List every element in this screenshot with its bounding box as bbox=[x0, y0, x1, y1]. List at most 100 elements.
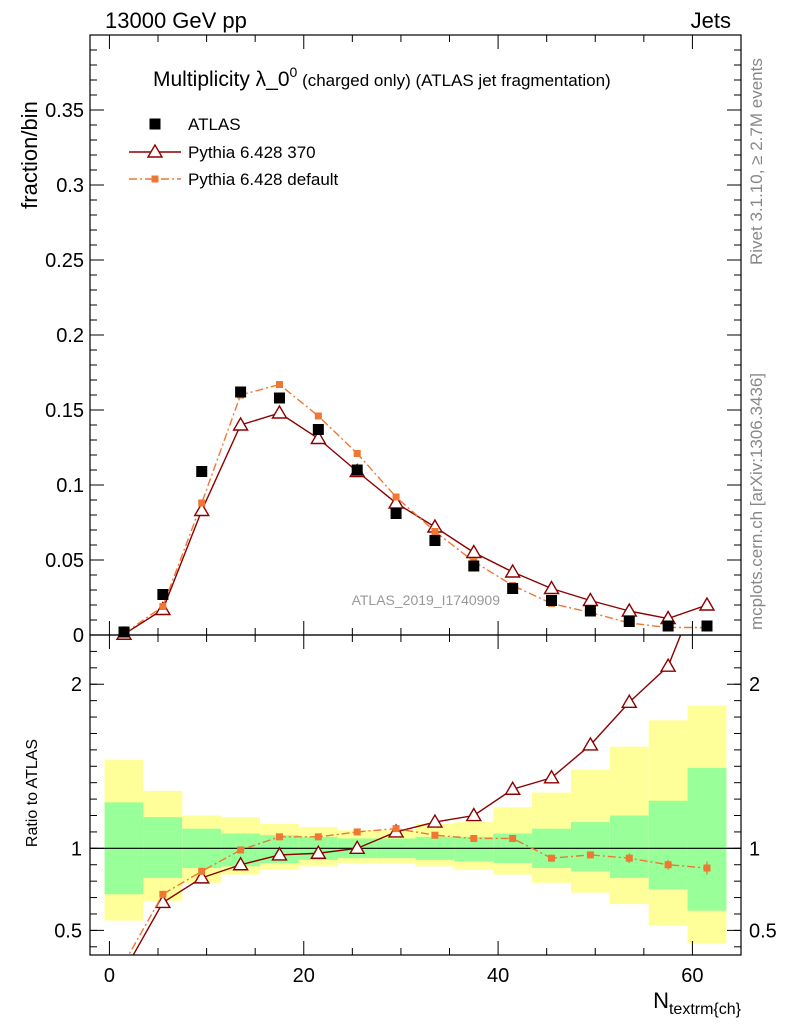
ratio-point-s0-13 bbox=[621, 693, 638, 708]
legend-marker-0 bbox=[149, 118, 161, 130]
main-ytick-label-4: 0.2 bbox=[56, 325, 84, 347]
x-axis-label-sub: textrm{ch} bbox=[669, 1001, 742, 1018]
main-point-s2-6 bbox=[353, 450, 361, 457]
main-ytick-label-7: 0.35 bbox=[45, 100, 84, 122]
main-point-s1-10 bbox=[504, 563, 521, 578]
ratio-inner-band-1 bbox=[143, 817, 183, 878]
ratio-point-s0-6 bbox=[348, 839, 366, 855]
header-left: 13000 GeV pp bbox=[105, 8, 247, 33]
ratio-point-s1-14 bbox=[664, 861, 672, 869]
main-ytick-label-2: 0.1 bbox=[56, 475, 84, 497]
ratio-xtick-label-1: 20 bbox=[293, 965, 315, 987]
main-point-s0-2 bbox=[196, 466, 208, 477]
legend: ATLAS Pythia 6.428 370 Pythia 6.428 defaul… bbox=[129, 115, 339, 189]
ratio-point-s1-2 bbox=[198, 867, 206, 875]
main-series-points-0 bbox=[118, 386, 713, 638]
rivet-label: Rivet 3.1.10, ≥ 2.7M events bbox=[747, 58, 766, 265]
main-ytick-label-6: 0.3 bbox=[56, 175, 84, 197]
ratio-point-s1-10 bbox=[509, 834, 517, 842]
main-point-s0-4 bbox=[273, 392, 285, 404]
main-point-s1-4 bbox=[271, 404, 288, 419]
ratio-point-s1-8 bbox=[431, 831, 439, 839]
ratio-frame bbox=[89, 634, 742, 956]
main-ylabel: fraction/bin bbox=[17, 101, 42, 209]
main-point-s2-4 bbox=[275, 381, 283, 388]
main-point-s2-5 bbox=[314, 412, 322, 420]
main-point-s2-8 bbox=[431, 528, 439, 535]
main-point-s0-1 bbox=[157, 589, 169, 600]
main-point-s1-11 bbox=[543, 580, 560, 595]
ratio-point-s1-9 bbox=[470, 834, 478, 842]
header-right: Jets bbox=[691, 8, 731, 33]
main-point-s2-1 bbox=[159, 603, 167, 610]
ratio-point-s0-11 bbox=[543, 769, 560, 784]
ratio-point-s0-4 bbox=[271, 846, 288, 861]
main-point-s0-14 bbox=[662, 620, 674, 632]
ratio-ytick-label-right-0: 0.5 bbox=[749, 920, 777, 942]
watermark: ATLAS_2019_I1740909 bbox=[352, 592, 501, 608]
main-point-s0-10 bbox=[507, 583, 519, 594]
mcplots-label: mcplots.cern.ch [arXiv:1306.3436] bbox=[747, 373, 766, 630]
legend-marker-2 bbox=[151, 175, 159, 183]
main-point-s1-9 bbox=[465, 544, 483, 559]
ratio-point-s1-6 bbox=[353, 828, 361, 836]
chart-title-main: Multiplicity λ_0 bbox=[153, 68, 290, 91]
ratio-point-s1-11 bbox=[548, 854, 556, 862]
main-point-s0-5 bbox=[312, 424, 324, 435]
ratio-point-s0-2 bbox=[193, 869, 210, 884]
main-point-s0-11 bbox=[546, 595, 558, 606]
ratio-point-s0-8 bbox=[426, 813, 444, 828]
x-axis-label-main: N bbox=[653, 988, 669, 1013]
main-point-s0-8 bbox=[429, 535, 441, 546]
main-point-s0-9 bbox=[468, 560, 480, 572]
main-point-s1-5 bbox=[310, 430, 327, 445]
main-point-s0-12 bbox=[584, 605, 596, 617]
main-ytick-label-1: 0.05 bbox=[45, 550, 84, 572]
legend-label-1: Pythia 6.428 370 bbox=[188, 143, 316, 162]
ratio-ytick-label-right-1: 1 bbox=[749, 838, 760, 860]
ratio-point-s0-14 bbox=[659, 657, 677, 672]
main-series-2 bbox=[123, 383, 707, 635]
ratio-xtick-label-3: 60 bbox=[681, 965, 703, 987]
ratio-xtick-label-2: 40 bbox=[487, 965, 509, 987]
ratio-point-s1-13 bbox=[625, 854, 633, 862]
ratio-inner-band-15 bbox=[687, 767, 727, 911]
main-point-s1-15 bbox=[698, 596, 716, 611]
main-point-s0-15 bbox=[701, 620, 713, 632]
ratio-xtick-label-0: 0 bbox=[104, 965, 115, 987]
main-point-s0-6 bbox=[351, 464, 363, 476]
ratio-ytick-label-right-2: 2 bbox=[749, 674, 760, 696]
ratio-inner-band-14 bbox=[648, 800, 688, 890]
legend-label-2: Pythia 6.428 default bbox=[188, 170, 339, 189]
main-point-s0-13 bbox=[623, 616, 635, 627]
ratio-series-1 bbox=[127, 825, 711, 955]
ratio-panel: 0.5 0.5 1 1 2 2 0 20 40 60 Ratio to ATLAS Ntextr… bbox=[24, 634, 777, 1018]
main-point-s0-3 bbox=[235, 386, 247, 398]
legend-label-0: ATLAS bbox=[188, 115, 241, 134]
main-point-s2-7 bbox=[392, 493, 400, 501]
main-ytick-label-5: 0.25 bbox=[45, 250, 84, 272]
legend-marker-1 bbox=[146, 143, 164, 158]
chart-title-tail: (charged only) (ATLAS jet fragmentation) bbox=[297, 71, 610, 90]
main-point-s0-0 bbox=[118, 626, 130, 638]
main-series-line-2 bbox=[123, 383, 707, 635]
main-point-s2-2 bbox=[198, 499, 206, 507]
ratio-point-s0-9 bbox=[465, 807, 483, 822]
ratio-point-s1-4 bbox=[275, 833, 283, 841]
ratio-point-s1-7 bbox=[392, 825, 400, 833]
main-ytick-label-3: 0.15 bbox=[45, 400, 84, 422]
x-axis-label: Ntextrm{ch} bbox=[653, 988, 742, 1018]
ratio-series-line-1 bbox=[127, 827, 708, 955]
ratio-point-s1-5 bbox=[314, 833, 322, 841]
ratio-series-line-0 bbox=[132, 635, 682, 955]
chart-title: Multiplicity λ_00 (charged only) (ATLAS … bbox=[153, 64, 611, 91]
ratio-point-s1-1 bbox=[159, 890, 167, 898]
main-ytick-label-0: 0 bbox=[73, 625, 84, 647]
main-point-s1-3 bbox=[232, 416, 249, 431]
main-point-s1-2 bbox=[193, 502, 210, 517]
ratio-ytick-label-1: 1 bbox=[71, 838, 82, 860]
ratio-ytick-label-2: 2 bbox=[71, 674, 82, 696]
ratio-point-s1-12 bbox=[586, 851, 594, 859]
ratio-inner-band-12 bbox=[570, 822, 610, 872]
